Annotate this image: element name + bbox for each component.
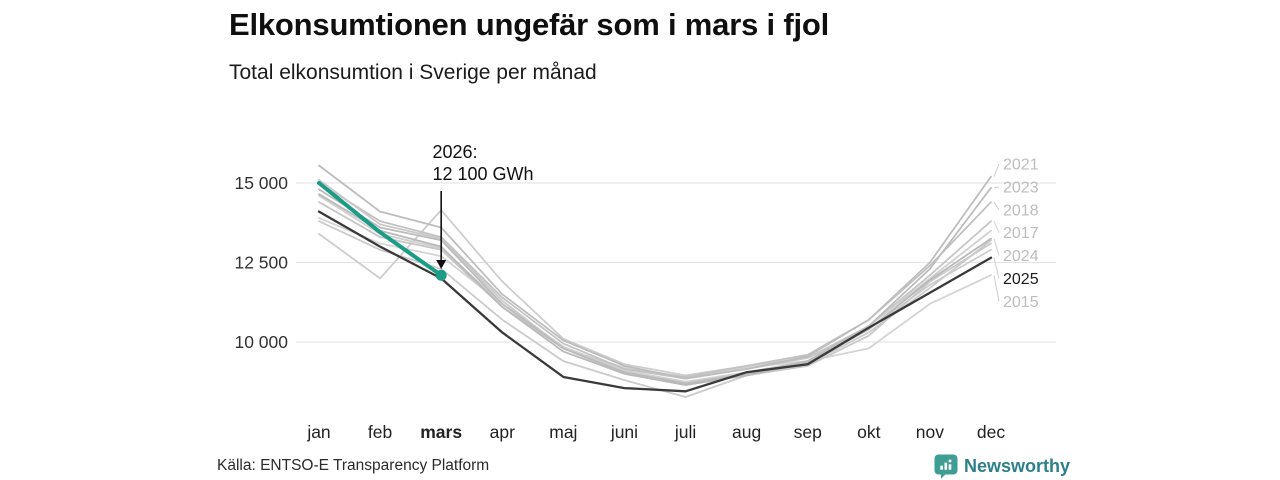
chart-title: Elkonsumtionen ungefär som i mars i fjol	[229, 7, 830, 42]
y-tick-label: 12 500	[234, 253, 288, 273]
y-tick-label: 10 000	[234, 332, 288, 352]
leader-line-2023	[993, 186, 1000, 189]
leader-line-2025	[993, 257, 1000, 279]
x-axis-label-nov: nov	[916, 422, 944, 442]
x-axis-label-dec: dec	[977, 422, 1005, 442]
year-label-2025: 2025	[1003, 271, 1039, 288]
chart-subtitle: Total elkonsumtion i Sverige per månad	[229, 61, 597, 84]
x-axis-label-jan: jan	[306, 422, 330, 442]
series-line-2022	[318, 178, 992, 386]
newsworthy-wordmark: Newsworthy	[964, 455, 1071, 476]
annotation-end-dot	[435, 269, 447, 281]
newsworthy-logo[interactable]: Newsworthy	[934, 453, 1070, 479]
y-tick-label: 15 000	[234, 173, 288, 193]
year-label-2015: 2015	[1003, 294, 1039, 311]
x-axis-label-juli: juli	[674, 422, 696, 442]
year-label-2021: 2021	[1003, 157, 1039, 174]
x-axis-label-apr: apr	[490, 422, 515, 442]
series-line-2016	[318, 209, 992, 377]
series-line-2018	[318, 182, 992, 378]
leader-line-2017	[993, 220, 1000, 233]
series-line-2026	[317, 181, 444, 278]
year-label-2023: 2023	[1003, 179, 1039, 196]
x-axis-label-maj: maj	[549, 422, 577, 442]
x-axis-label-juni: juni	[610, 422, 638, 442]
x-axis-label-feb: feb	[368, 422, 392, 442]
year-label-2018: 2018	[1003, 202, 1039, 219]
annotation-value-text: 12 100 GWh	[433, 164, 534, 184]
leader-line-2018	[993, 201, 1000, 211]
series-line-2021	[318, 164, 992, 380]
series-line-2019	[318, 194, 992, 383]
series-line-2017	[318, 201, 992, 380]
annotation-year-text: 2026:	[433, 142, 478, 162]
leader-line-2021	[993, 163, 1000, 177]
annotation-arrow-head	[436, 260, 447, 269]
year-label-2024: 2024	[1003, 248, 1039, 265]
x-axis-label-okt: okt	[857, 422, 880, 442]
newsworthy-bubble-chart-icon	[934, 454, 958, 479]
chart-footer: Källa: ENTSO-E Transparency Platform New…	[0, 453, 1280, 480]
source-note: Källa: ENTSO-E Transparency Platform	[217, 457, 490, 474]
series-line-2025	[317, 210, 993, 393]
x-axis-label-aug: aug	[732, 422, 761, 442]
series-line-2023	[318, 186, 992, 385]
x-axis-label-mars: mars	[420, 422, 462, 442]
x-axis-label-sep: sep	[794, 422, 822, 442]
leader-line-2024	[993, 238, 1000, 256]
year-label-2017: 2017	[1003, 225, 1039, 242]
leader-line-2015	[993, 275, 1000, 302]
